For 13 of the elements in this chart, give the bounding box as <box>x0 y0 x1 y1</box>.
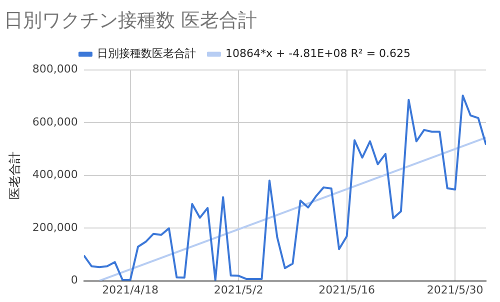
y-tick-label: 800,000 <box>32 62 78 76</box>
y-axis-title: 医老合計 <box>7 151 22 200</box>
x-tick-label: 2021/5/16 <box>318 283 376 296</box>
y-tick-label: 0 <box>70 274 78 287</box>
legend-label: 日別接種数医老合計 <box>96 47 196 60</box>
y-tick-label: 400,000 <box>32 168 78 182</box>
chart-title: 日別ワクチン接種数 医老合計 <box>4 9 258 32</box>
x-tick-label: 2021/5/30 <box>426 283 484 296</box>
y-tick-label: 600,000 <box>32 115 78 128</box>
x-tick-label: 2021/5/2 <box>214 283 264 296</box>
x-tick-label: 2021/4/18 <box>102 283 158 296</box>
legend-label: 10864*x + -4.81E+08 R² = 0.625 <box>225 47 411 60</box>
y-tick-label: 200,000 <box>32 220 78 234</box>
